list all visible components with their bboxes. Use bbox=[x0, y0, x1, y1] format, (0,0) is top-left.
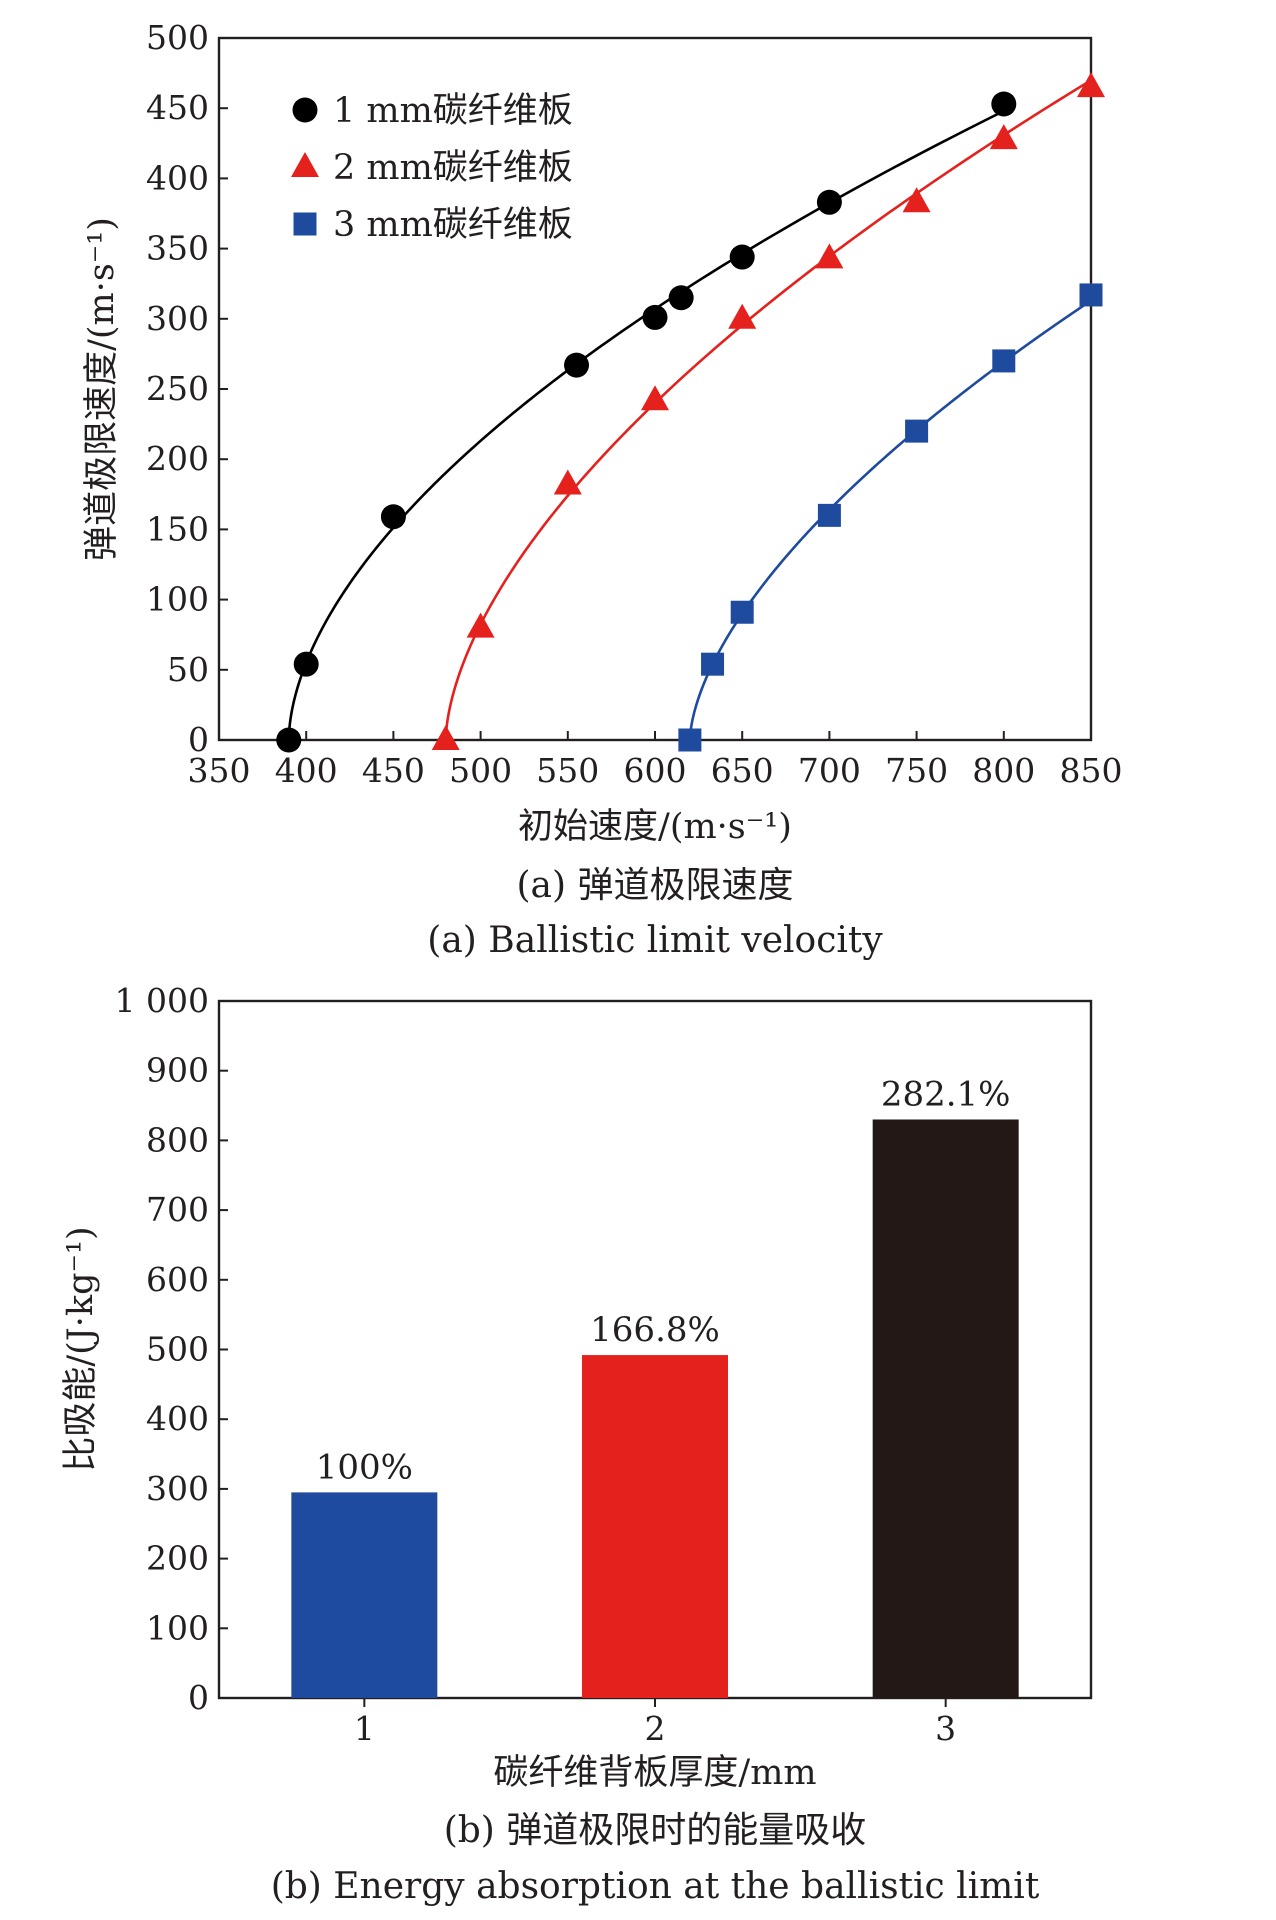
panel-a-x-ticks: 350 400 450 500 550 600 650 700 750 800 850 bbox=[188, 731, 1123, 790]
panel-a-data-points bbox=[276, 72, 1105, 753]
bar-data-label-2: 166.8% bbox=[590, 1310, 720, 1350]
data-point-series-1 bbox=[668, 285, 694, 311]
data-point-series-2 bbox=[466, 612, 495, 638]
y-tick-label: 0 bbox=[188, 720, 209, 759]
y-tick-label: 350 bbox=[146, 229, 209, 268]
y-tick-label: 300 bbox=[146, 1469, 209, 1508]
bar-data-label-1: 100% bbox=[316, 1447, 413, 1487]
data-point-series-2 bbox=[641, 385, 669, 411]
panel-b-caption-cn: (b) 弹道极限时的能量吸收 bbox=[444, 1810, 867, 1851]
data-point-series-1 bbox=[564, 352, 590, 378]
data-point-series-2 bbox=[728, 303, 757, 329]
bar-data-label-3: 282.1% bbox=[881, 1074, 1011, 1114]
y-tick-label: 50 bbox=[167, 650, 209, 689]
panel-a-caption-cn: (a) 弹道极限速度 bbox=[517, 865, 794, 906]
data-point-series-3 bbox=[678, 728, 702, 752]
fit-curve-series-1 bbox=[287, 109, 1005, 741]
legend-label-series-2: 2 mm碳纤维板 bbox=[333, 148, 573, 188]
panel-b-bars: 100% 166.8% 282.1% bbox=[291, 1074, 1019, 1698]
data-point-series-3 bbox=[1079, 283, 1103, 307]
y-tick-label: 250 bbox=[146, 369, 209, 408]
panel-a-legend: 1 mm碳纤维板 2 mm碳纤维板 3 mm碳纤维板 bbox=[291, 91, 573, 245]
panel-b-caption-en: (b) Energy absorption at the ballistic l… bbox=[271, 1866, 1040, 1907]
data-point-series-2 bbox=[902, 187, 931, 213]
panel-b-y-ticks: 0 100 200 300 400 500 600 700 800 900 1 000 bbox=[115, 981, 228, 1717]
data-point-series-2 bbox=[553, 469, 582, 495]
data-point-series-1 bbox=[729, 244, 755, 270]
data-point-series-3 bbox=[730, 600, 754, 624]
y-tick-label: 600 bbox=[146, 1260, 209, 1299]
data-point-series-1 bbox=[816, 189, 842, 215]
panel-b-y-axis-title: 比吸能/(J·kg⁻¹) bbox=[61, 1226, 101, 1471]
data-point-series-3 bbox=[992, 349, 1016, 373]
legend-label-series-1: 1 mm碳纤维板 bbox=[333, 91, 573, 131]
y-tick-label: 500 bbox=[146, 18, 209, 57]
data-point-series-2 bbox=[815, 243, 844, 269]
fit-curve-series-3 bbox=[688, 299, 1092, 741]
y-tick-label: 200 bbox=[146, 439, 209, 478]
x-tick-label: 450 bbox=[362, 751, 425, 790]
x-tick-label: 850 bbox=[1060, 751, 1123, 790]
fit-curve-series-2 bbox=[444, 79, 1092, 741]
y-tick-label: 150 bbox=[146, 509, 209, 548]
bar-thickness-3 bbox=[872, 1119, 1019, 1698]
x-tick-label: 3 bbox=[935, 1709, 956, 1748]
y-tick-label: 100 bbox=[146, 1608, 209, 1647]
panel-a-ballistic-limit-velocity: 350 400 450 500 550 600 650 700 750 800 850 0 50 100… bbox=[82, 18, 1123, 961]
x-tick-label: 800 bbox=[972, 751, 1035, 790]
y-tick-label: 300 bbox=[146, 299, 209, 338]
y-tick-label: 0 bbox=[188, 1678, 209, 1717]
y-tick-label: 700 bbox=[146, 1190, 209, 1229]
data-point-series-3 bbox=[905, 419, 929, 443]
panel-a-caption-en: (a) Ballistic limit velocity bbox=[427, 920, 883, 961]
panel-a-y-axis-title: 弹道极限速度/(m·s⁻¹) bbox=[82, 217, 122, 561]
bar-thickness-2 bbox=[582, 1355, 728, 1698]
x-tick-label: 750 bbox=[885, 751, 948, 790]
legend-marker-series-1 bbox=[292, 97, 318, 123]
data-point-series-2 bbox=[431, 725, 460, 750]
data-point-series-1 bbox=[991, 91, 1017, 117]
y-tick-label: 100 bbox=[146, 580, 209, 619]
data-point-series-2 bbox=[1077, 72, 1105, 98]
data-point-series-1 bbox=[642, 304, 668, 330]
y-tick-label: 400 bbox=[146, 1399, 209, 1438]
data-point-series-2 bbox=[989, 124, 1018, 150]
y-tick-label: 500 bbox=[146, 1330, 209, 1369]
y-tick-label: 450 bbox=[146, 88, 209, 127]
data-point-series-1 bbox=[293, 651, 319, 677]
panel-a-y-ticks: 0 50 100 150 200 250 300 350 400 450 500 bbox=[146, 18, 228, 759]
x-tick-label: 700 bbox=[798, 751, 861, 790]
y-tick-label: 400 bbox=[146, 158, 209, 197]
legend-label-series-3: 3 mm碳纤维板 bbox=[333, 205, 573, 245]
x-tick-label: 650 bbox=[711, 751, 774, 790]
y-tick-label: 200 bbox=[146, 1539, 209, 1578]
panel-b-x-axis-title: 碳纤维背板厚度/mm bbox=[493, 1753, 816, 1793]
legend-marker-series-2 bbox=[291, 152, 319, 177]
x-tick-label: 550 bbox=[536, 751, 599, 790]
y-tick-label: 900 bbox=[146, 1051, 209, 1090]
x-tick-label: 400 bbox=[275, 751, 338, 790]
panel-a-fit-curves bbox=[287, 79, 1092, 741]
data-point-series-1 bbox=[380, 504, 406, 530]
x-tick-label: 500 bbox=[449, 751, 512, 790]
panel-b-x-ticks: 1 2 3 bbox=[354, 1698, 956, 1748]
panel-a-x-axis-title: 初始速度/(m·s⁻¹) bbox=[518, 807, 792, 847]
y-tick-label: 800 bbox=[146, 1120, 209, 1159]
y-tick-label: 1 000 bbox=[115, 981, 209, 1020]
bar-thickness-1 bbox=[291, 1492, 438, 1698]
x-tick-label: 350 bbox=[188, 751, 251, 790]
data-point-series-3 bbox=[701, 652, 725, 676]
x-tick-label: 1 bbox=[354, 1709, 375, 1748]
data-point-series-1 bbox=[276, 727, 302, 753]
x-tick-label: 2 bbox=[645, 1709, 666, 1748]
x-tick-label: 600 bbox=[624, 751, 687, 790]
panel-b-energy-absorption: 0 100 200 300 400 500 600 700 800 900 1 000 100% 16… bbox=[61, 981, 1093, 1907]
data-point-series-3 bbox=[817, 503, 841, 527]
legend-marker-series-3 bbox=[293, 212, 317, 236]
